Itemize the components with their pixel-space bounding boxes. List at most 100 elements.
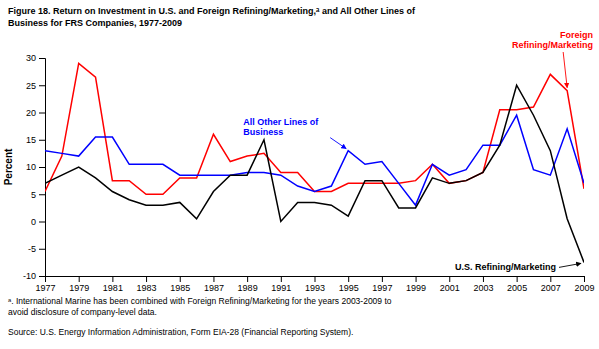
source: Source: U.S. Energy Information Administ… — [8, 327, 353, 337]
annotations: ForeignRefining/Marketing All Other Lines… — [243, 30, 593, 272]
tick-mark — [112, 276, 113, 282]
tick-mark — [483, 276, 484, 282]
tick-mark — [146, 276, 147, 282]
tick-mark — [348, 276, 349, 282]
tick: 2007 — [541, 276, 561, 293]
tick-mark — [39, 85, 45, 86]
series-annotation: All Other Lines ofBusiness — [243, 117, 319, 137]
tick-label: 1985 — [170, 283, 190, 293]
tick-label: 10 — [26, 162, 36, 172]
x-axis: 1977 1979 1981 1983 1985 1987 1989 1991 1993 1995… — [35, 276, 594, 293]
tick-label: -5 — [28, 244, 36, 254]
tick-mark — [517, 276, 518, 282]
tick-mark — [247, 276, 248, 282]
tick-mark — [39, 58, 45, 59]
text-line: All Other Lines of — [243, 117, 319, 127]
tick: -10 — [23, 271, 45, 281]
tick-mark — [180, 276, 181, 282]
tick: 2003 — [473, 276, 493, 293]
tick-label: 25 — [26, 81, 36, 91]
tick: 0 — [31, 217, 45, 227]
tick-mark — [281, 276, 282, 282]
tick-mark — [382, 276, 383, 282]
tick: 1979 — [69, 276, 89, 293]
tick: 1987 — [204, 276, 224, 293]
tick-label: -10 — [23, 271, 36, 281]
tick-mark — [584, 276, 585, 282]
tick-label: 1977 — [35, 283, 55, 293]
tick-label: 1989 — [238, 283, 258, 293]
series-line — [45, 115, 584, 205]
text-line: avoid disclosure of company-level data. — [8, 307, 157, 317]
tick: 20 — [26, 108, 45, 118]
axis-line — [46, 277, 585, 283]
tick: 5 — [31, 190, 45, 200]
text-line: Refining/Marketing — [512, 40, 593, 50]
axis-line — [39, 59, 46, 277]
text-line: U.S. Refining/Marketing — [455, 262, 556, 272]
tick-label: 1999 — [406, 283, 426, 293]
chart: Figure 18. Return on Investment in U.S. … — [0, 0, 599, 349]
tick-label: 1981 — [103, 283, 123, 293]
tick-label: 1979 — [69, 283, 89, 293]
tick: 1981 — [103, 276, 123, 293]
tick-label: 1983 — [137, 283, 157, 293]
tick-label: 2007 — [541, 283, 561, 293]
tick: 1983 — [137, 276, 157, 293]
y-axis-title: Percent — [3, 148, 14, 185]
tick-label: 1991 — [271, 283, 291, 293]
text-line: Business — [243, 127, 283, 137]
text-line: Figure 18. Return on Investment in U.S. … — [8, 6, 416, 16]
tick-mark — [79, 276, 80, 282]
tick-mark — [39, 167, 45, 168]
tick-label: 30 — [26, 53, 36, 63]
tick-label: 2009 — [574, 283, 594, 293]
series-annotation: ForeignRefining/Marketing — [512, 30, 593, 50]
title: Figure 18. Return on Investment in U.S. … — [8, 6, 416, 28]
tick: 30 — [26, 53, 45, 63]
tick-label: 1987 — [204, 283, 224, 293]
tick-label: 1993 — [305, 283, 325, 293]
text-line: Foreign — [560, 30, 593, 40]
tick: 1993 — [305, 276, 325, 293]
tick-label: 2005 — [507, 283, 527, 293]
tick: 2009 — [574, 276, 594, 293]
y-axis: -10 -5 0 5 10 15 20 25 30 — [23, 53, 46, 281]
tick-mark — [39, 194, 45, 195]
tick-mark — [39, 222, 45, 223]
tick-label: 2003 — [473, 283, 493, 293]
series-line — [45, 85, 584, 262]
tick-mark — [449, 276, 450, 282]
tick-label: 1997 — [372, 283, 392, 293]
tick-mark — [39, 140, 45, 141]
text-line: Business for FRS Companies, 1977-2009 — [8, 18, 182, 28]
tick-label: 0 — [31, 217, 36, 227]
tick-label: 1995 — [339, 283, 359, 293]
tick: 2001 — [440, 276, 460, 293]
footnote: ᵃ. International Marine has been combine… — [8, 296, 392, 317]
tick: 1995 — [339, 276, 359, 293]
tick-mark — [315, 276, 316, 282]
tick-label: 5 — [31, 190, 36, 200]
tick: 1985 — [170, 276, 190, 293]
tick-mark — [39, 276, 45, 277]
series-annotation: U.S. Refining/Marketing — [455, 262, 556, 272]
tick: 10 — [26, 162, 45, 172]
tick-label: 2001 — [440, 283, 460, 293]
tick: 1999 — [406, 276, 426, 293]
series-lines — [45, 63, 584, 262]
tick: 1989 — [238, 276, 258, 293]
tick-mark — [550, 276, 551, 282]
tick-mark — [213, 276, 214, 282]
tick-mark — [39, 113, 45, 114]
tick: 1997 — [372, 276, 392, 293]
annotation-arrow — [559, 263, 581, 267]
tick: 2005 — [507, 276, 527, 293]
tick-label: 20 — [26, 108, 36, 118]
plot: 1977 1979 1981 1983 1985 1987 1989 1991 1993 1995… — [23, 53, 595, 293]
series-line — [45, 63, 584, 194]
tick: 1991 — [271, 276, 291, 293]
annotation-arrow — [330, 138, 346, 149]
tick-mark — [39, 249, 45, 250]
tick: 15 — [26, 135, 45, 145]
